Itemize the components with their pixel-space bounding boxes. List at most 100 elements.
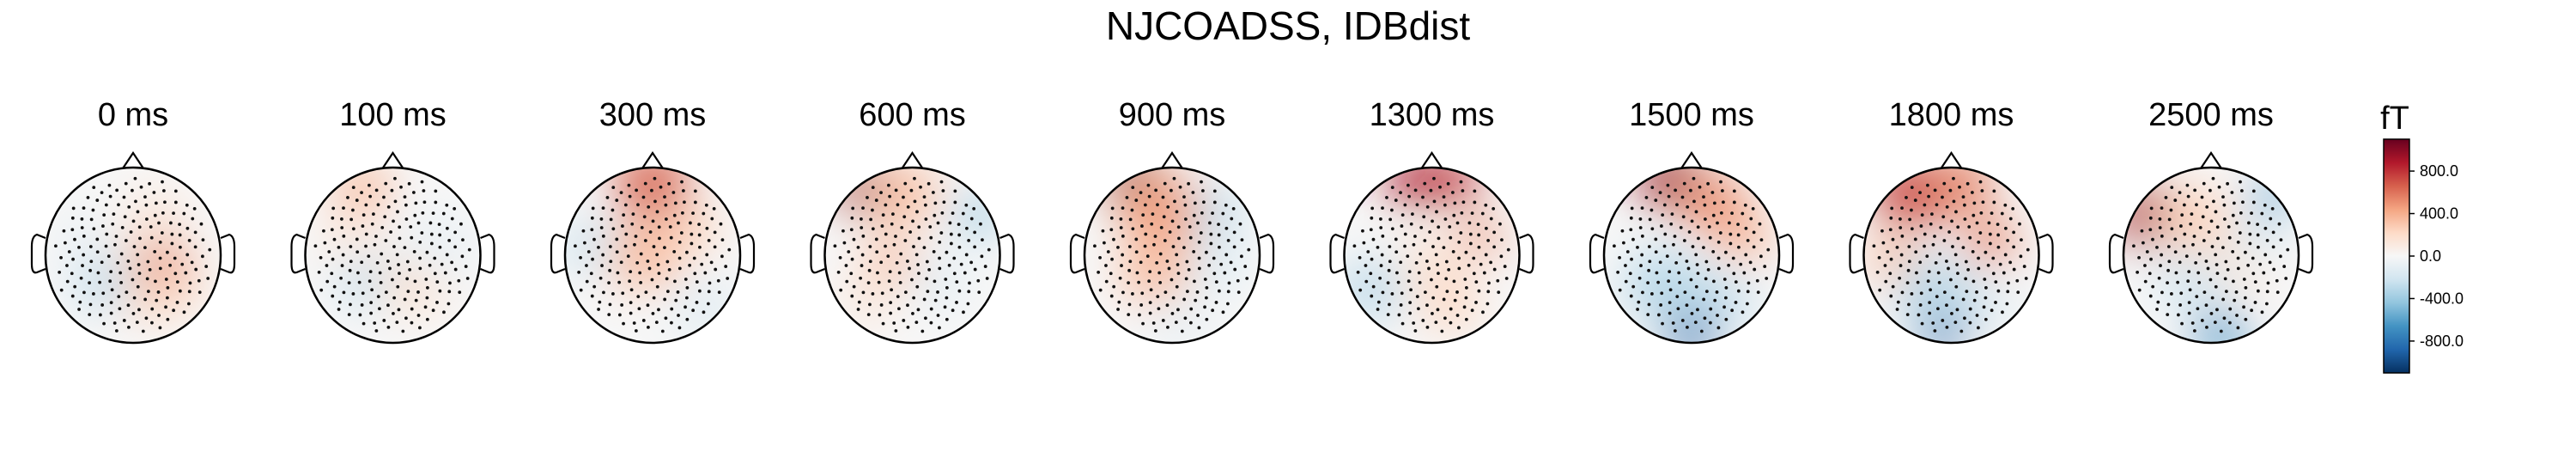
sensor-dot [685,296,689,300]
sensor-dot [712,206,716,211]
sensor-dot [620,303,624,307]
sensor-dot [1694,210,1698,214]
sensor-dot [111,222,115,226]
sensor-dot [1153,235,1157,238]
sensor-dot [2024,277,2028,280]
sensor-dot [2278,254,2282,259]
sensor-dot [925,259,929,264]
sensor-dot [175,280,179,284]
sensor-dot [1951,296,1955,300]
sensor-dot [616,271,620,275]
sensor-dot [319,255,323,259]
sensor-dot [635,188,639,192]
sensor-dot [2227,235,2232,240]
sensor-dot [1176,225,1181,229]
sensor-dot [2215,308,2219,312]
sensor-dot [707,238,711,242]
sensor-dot [146,290,150,294]
sensor-dot [955,301,958,304]
sensor-dot [903,290,908,294]
sensor-dot [2221,195,2225,199]
sensor-dot [1110,257,1114,261]
sensor-dot [2178,303,2183,307]
sensor-dot [173,189,178,193]
sensor-dot [1427,266,1431,271]
sensor-dot [1442,297,1446,302]
right-ear-outline [480,233,495,274]
sensor-dot [914,321,919,325]
sensor-dot [1656,280,1661,284]
sensor-dot [1731,256,1735,260]
sensor-dot [681,189,685,192]
sensor-dot [1906,268,1911,272]
sensor-dot [2012,230,2016,235]
sensor-dot [663,297,667,302]
sensor-dot [1143,244,1147,248]
sensor-dot [683,305,687,309]
sensor-dot [1996,233,2001,237]
sensor-dot [392,296,397,300]
sensor-dot [59,255,63,259]
sensor-dot [1654,198,1658,202]
sensor-dot [1920,321,1924,326]
sensor-dot [1211,211,1214,216]
sensor-dot [903,181,908,186]
sensor-dot [1755,278,1759,283]
sensor-dot [2231,213,2235,217]
sensor-dot [1421,319,1425,322]
sensor-dot [187,302,191,306]
sensor-dot [707,302,710,306]
sensor-dot [957,233,962,237]
sensor-dot [1955,308,1959,312]
sensor-dot [375,260,380,265]
sensor-dot [86,196,90,199]
sensor-dot [2173,198,2178,202]
sensor-dot [1962,203,1966,207]
sensor-dot [1923,244,1926,248]
sensor-dot [119,281,124,284]
sensor-dot [450,260,454,265]
sensor-dot [1756,290,1760,295]
sensor-dot [2215,225,2220,229]
topomap-5: 1300 ms [1329,97,1534,345]
sensor-dot [667,267,671,272]
topomap-2: 300 ms [550,97,756,345]
sensor-dot [459,222,463,226]
sensor-dot [125,290,129,294]
sensor-dot [1172,176,1176,180]
sensor-dot [113,242,117,247]
sensor-dot [1736,289,1741,293]
sensor-dot [380,252,384,256]
sensor-dot [628,279,632,284]
sensor-dot [1151,321,1156,325]
sensor-dot [651,219,655,223]
colorbar-tick-label: 800.0 [2420,162,2458,180]
sensor-dot [2265,302,2269,306]
sensor-dot [131,219,136,223]
sensor-dot [1669,222,1674,226]
sensor-dot [1746,302,1749,306]
sensor-dot [1131,292,1134,296]
sensor-dot [1758,222,1762,226]
sensor-dot [717,290,721,295]
sensor-dot [2167,259,2172,264]
sensor-dot [1695,263,1699,266]
sensor-dot [1929,212,1934,217]
sensor-dot [1908,217,1912,222]
sensor-dot [88,313,92,317]
sensor-dot [889,301,893,305]
sensor-dot [339,276,343,280]
sensor-dot [70,216,75,220]
sensor-dot [160,231,164,235]
sensor-dot [1214,301,1218,304]
topomap-time-label: 600 ms [859,97,966,133]
sensor-dot [1984,286,1988,290]
sensor-dot [663,246,666,250]
sensor-dot [413,213,417,217]
sensor-dot [1648,259,1652,264]
sensor-dot [1728,241,1733,246]
sensor-dot [153,213,157,217]
topomap-blob [398,212,475,280]
sensor-dot [332,237,337,241]
